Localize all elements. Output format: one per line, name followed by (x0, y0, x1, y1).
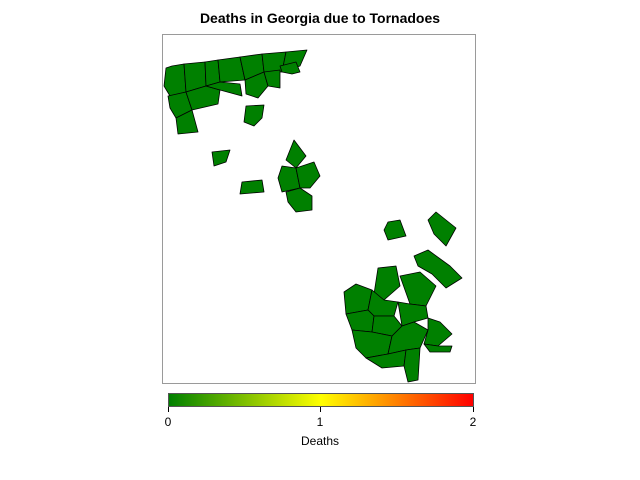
county-region (427, 211, 457, 247)
county-region (163, 63, 187, 97)
county-region (211, 149, 231, 167)
county-region (285, 187, 313, 213)
color-scale-bar (168, 393, 474, 407)
tick-label-1: 1 (316, 415, 324, 429)
county-region (403, 347, 421, 383)
county-region (243, 104, 265, 127)
county-region (295, 161, 321, 189)
county-region (383, 219, 407, 241)
county-region (185, 85, 221, 111)
county-region (244, 71, 269, 99)
county-region (279, 61, 301, 75)
county-region (204, 59, 221, 87)
county-region (205, 81, 243, 97)
county-region (285, 139, 307, 169)
county-region (263, 69, 281, 89)
map-title: Deaths in Georgia due to Tornadoes (199, 10, 441, 26)
county-region (399, 271, 437, 307)
legend-title: Deaths (300, 434, 340, 448)
county-region (423, 343, 453, 353)
county-region (277, 165, 301, 193)
county-region (373, 265, 401, 301)
county-region (345, 309, 375, 333)
tick-mark-2 (473, 407, 474, 412)
county-region (413, 249, 463, 289)
tick-label-0: 0 (164, 415, 172, 429)
tick-mark-1 (320, 407, 321, 412)
county-region (423, 317, 453, 347)
county-region (175, 109, 199, 135)
county-region (239, 179, 265, 195)
tick-mark-0 (168, 407, 169, 412)
tick-label-2: 2 (469, 415, 477, 429)
map-frame (162, 34, 476, 384)
